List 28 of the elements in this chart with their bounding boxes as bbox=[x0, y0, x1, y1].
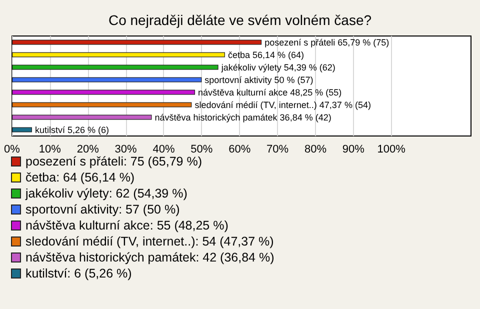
x-tick-label: 70% bbox=[266, 144, 289, 156]
data-label: kutilství 5,26 % (6) bbox=[34, 124, 109, 135]
x-tick-label: 20% bbox=[76, 144, 100, 156]
legend-label: jakékoliv výlety: 62 (54,39 %) bbox=[24, 186, 188, 200]
data-label: návštěva kulturní akce 48,25 % (55) bbox=[198, 87, 342, 98]
chart-title: Co nejraději děláte ve svém volném čase? bbox=[108, 12, 372, 28]
data-label: jakékoliv výlety 54,39 % (62) bbox=[220, 62, 336, 72]
legend-label: návštěva historických památek: 42 (36,84 %) bbox=[26, 250, 274, 264]
x-tick-label: 10% bbox=[38, 144, 62, 156]
data-label: četba 56,14 % (64) bbox=[228, 50, 304, 60]
legend-label: sportovní aktivity: 57 (50 %) bbox=[26, 202, 180, 216]
legend-label: kutilství: 6 (5,26 %) bbox=[26, 266, 132, 280]
x-tick-label: 60% bbox=[228, 144, 251, 156]
legend-label: sledování médií (TV, internet..): 54 (47,37 %) bbox=[26, 234, 274, 248]
x-tick-label: 100% bbox=[377, 144, 406, 156]
x-tick-label: 50% bbox=[190, 144, 213, 156]
x-tick-label: 90% bbox=[342, 144, 365, 156]
legend-label: posezení s přáteli: 75 (65,79 %) bbox=[26, 154, 202, 168]
data-label: posezení s přáteli 65,79 % (75) bbox=[264, 37, 390, 48]
data-label: návštěva historických památek 36,84 % (42) bbox=[154, 112, 332, 122]
x-tick-label: 80% bbox=[304, 144, 327, 156]
x-tick-label: 30% bbox=[114, 144, 138, 156]
data-label: sledování médií (TV, internet..) 47,37 % (54) bbox=[194, 100, 371, 110]
x-tick-label: 40% bbox=[152, 144, 175, 156]
legend-label: četba: 64 (56,14 %) bbox=[26, 170, 135, 184]
legend-label: návštěva kulturní akce: 55 (48,25 %) bbox=[26, 218, 228, 232]
x-tick-label: 0% bbox=[4, 144, 20, 156]
data-label: sportovní aktivity 50 % (57) bbox=[204, 74, 314, 85]
